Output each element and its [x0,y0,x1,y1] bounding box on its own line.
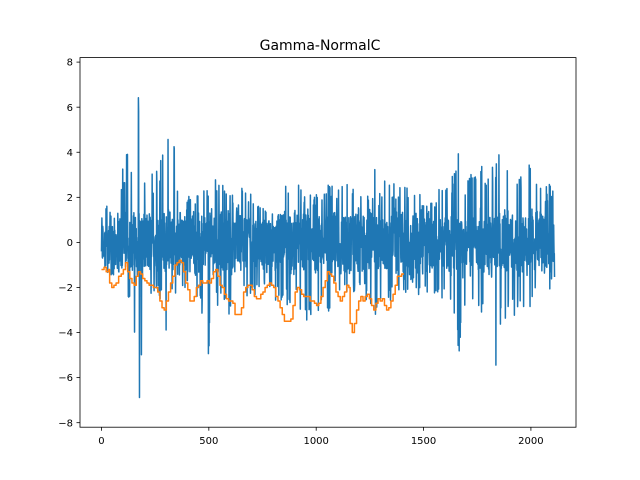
y-tick-label: 0 [67,238,73,249]
x-tick-label: 1500 [411,436,436,447]
y-tick-label: 6 [67,103,73,114]
series-layer [100,96,556,399]
series-1-line [101,259,405,334]
x-tick-label: 2000 [518,436,543,447]
y-tick-label: −8 [58,418,73,429]
series-0-line [100,96,556,399]
x-tick-label: 500 [199,436,218,447]
y-tick-label: 2 [67,193,73,204]
y-tick-label: −2 [58,283,73,294]
y-tick-label: 8 [67,58,73,69]
x-tick-label: 0 [98,436,104,447]
y-tick-label: −6 [58,373,73,384]
x-tick-label: 1000 [303,436,328,447]
chart-title: Gamma-NormalC [260,38,381,54]
plot-frame [79,57,577,428]
y-tick-label: −4 [58,328,73,339]
y-tick-label: 4 [67,148,73,159]
axes-layer: 0 500 1000 1500 2000 −8 −6 −4 −2 0 2 4 6 8 [58,58,543,447]
